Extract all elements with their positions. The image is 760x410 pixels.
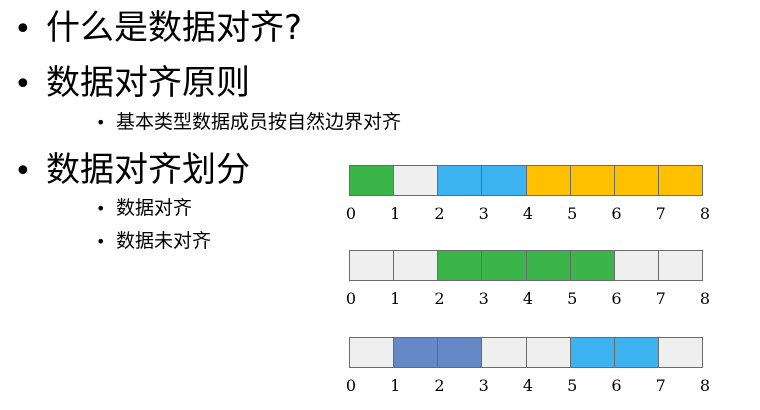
- memory-cell-7: [658, 338, 702, 367]
- byte-offset-label: 0: [345, 289, 357, 308]
- memory-cell-4: [526, 338, 571, 367]
- memory-cell-2: [438, 251, 483, 280]
- memory-cell-7: [658, 166, 702, 195]
- byte-offset-label: 2: [434, 204, 445, 223]
- memory-cell-3: [482, 251, 527, 280]
- memory-cell-5: [570, 166, 615, 195]
- byte-offset-label: 6: [611, 376, 622, 395]
- memory-cell-0: [350, 166, 395, 195]
- memory-cell-2: [438, 338, 483, 367]
- memory-row-3: 0 1 2 3 4 5 6 7 8: [0, 337, 760, 407]
- byte-offset-label: 0: [345, 204, 357, 223]
- byte-offset-label: 7: [655, 376, 666, 395]
- byte-offset-label: 3: [478, 289, 489, 308]
- byte-offset-label: 2: [434, 376, 445, 395]
- heading-alignment-division: 数据对齐划分: [46, 150, 250, 190]
- memory-cell-7: [658, 251, 702, 280]
- byte-offset-label: 4: [522, 376, 534, 395]
- byte-offset-label: 8: [699, 376, 711, 395]
- bullet-dot: •: [96, 113, 106, 132]
- byte-offset-label: 6: [611, 289, 622, 308]
- bullet-dot: •: [96, 199, 106, 218]
- bullet-dot: •: [14, 154, 32, 189]
- bullet-dot: •: [96, 232, 106, 251]
- bullet-dot: •: [14, 67, 32, 102]
- memory-cell-1: [394, 338, 439, 367]
- memory-bar: [349, 250, 703, 281]
- sub-bullet-unaligned: • 数据未对齐: [96, 229, 211, 254]
- byte-offset-label: 4: [522, 289, 534, 308]
- memory-cell-4: [526, 251, 571, 280]
- principle-text: 基本类型数据成员按自然边界对齐: [116, 111, 402, 133]
- division-aligned-text: 数据对齐: [116, 197, 193, 219]
- byte-offset-label: 1: [390, 376, 401, 395]
- memory-row-2: 0 1 2 3 4 5 6 7 8: [0, 250, 760, 320]
- sub-bullet-natural-boundary: • 基本类型数据成员按自然边界对齐: [96, 110, 401, 135]
- memory-cell-6: [614, 338, 659, 367]
- memory-cell-1: [394, 166, 439, 195]
- byte-offset-label: 8: [699, 289, 711, 308]
- byte-offset-label: 7: [655, 204, 666, 223]
- sub-bullet-aligned: • 数据对齐: [96, 196, 192, 221]
- byte-offset-label: 1: [390, 289, 401, 308]
- byte-offset-label: 4: [522, 204, 534, 223]
- byte-offset-label: 6: [611, 204, 622, 223]
- memory-cell-0: [350, 338, 395, 367]
- memory-row-1: 0 1 2 3 4 5 6 7 8: [0, 165, 760, 235]
- byte-offset-label: 5: [567, 289, 578, 308]
- memory-cell-1: [394, 251, 439, 280]
- memory-cell-5: [570, 338, 615, 367]
- byte-offset-label: 0: [345, 376, 357, 395]
- bullet-alignment-principle: • 数据对齐原则: [14, 63, 250, 105]
- byte-offset-label: 5: [567, 204, 578, 223]
- memory-cell-6: [614, 166, 659, 195]
- memory-cell-3: [482, 338, 527, 367]
- memory-cell-3: [482, 166, 527, 195]
- byte-offset-label: 5: [567, 376, 578, 395]
- bullet-alignment-division: • 数据对齐划分: [14, 150, 250, 192]
- byte-offset-label: 1: [390, 204, 401, 223]
- bullet-dot: •: [14, 12, 32, 47]
- memory-cell-0: [350, 251, 395, 280]
- memory-bar: [349, 165, 703, 196]
- memory-cell-5: [570, 251, 615, 280]
- bullet-what-is-alignment: • 什么是数据对齐?: [14, 8, 302, 50]
- byte-offset-label: 7: [655, 289, 666, 308]
- memory-bar: [349, 337, 703, 368]
- division-unaligned-text: 数据未对齐: [116, 230, 212, 252]
- byte-offset-label: 2: [434, 289, 445, 308]
- memory-cell-6: [614, 251, 659, 280]
- byte-offset-label: 3: [478, 376, 489, 395]
- byte-offset-label: 3: [478, 204, 489, 223]
- heading-alignment-principle: 数据对齐原则: [46, 63, 250, 103]
- memory-cell-4: [526, 166, 571, 195]
- byte-offset-label: 8: [699, 204, 711, 223]
- memory-cell-2: [438, 166, 483, 195]
- heading-what-is-alignment: 什么是数据对齐?: [46, 8, 303, 48]
